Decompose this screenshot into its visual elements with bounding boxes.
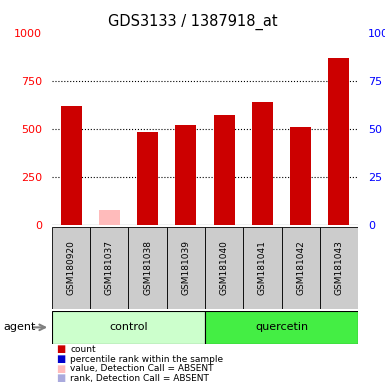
Bar — [243, 227, 281, 309]
Bar — [281, 227, 320, 309]
Bar — [52, 227, 90, 309]
Bar — [137, 132, 158, 225]
Bar — [175, 125, 196, 225]
Text: GSM181040: GSM181040 — [219, 240, 229, 295]
Text: GSM181037: GSM181037 — [105, 240, 114, 295]
Bar — [205, 311, 358, 344]
Text: GSM181041: GSM181041 — [258, 240, 267, 295]
Bar — [205, 227, 243, 309]
Text: GSM181042: GSM181042 — [296, 240, 305, 295]
Bar — [90, 227, 129, 309]
Text: GDS3133 / 1387918_at: GDS3133 / 1387918_at — [108, 13, 277, 30]
Bar — [52, 311, 205, 344]
Bar — [320, 227, 358, 309]
Text: GSM180920: GSM180920 — [67, 240, 75, 295]
Bar — [214, 115, 235, 225]
Bar — [167, 227, 205, 309]
Bar — [290, 127, 311, 225]
Text: GSM181038: GSM181038 — [143, 240, 152, 295]
Bar — [60, 106, 82, 225]
Text: quercetin: quercetin — [255, 322, 308, 333]
Text: ■: ■ — [56, 354, 65, 364]
Text: value, Detection Call = ABSENT: value, Detection Call = ABSENT — [70, 364, 214, 373]
Bar — [129, 227, 167, 309]
Text: rank, Detection Call = ABSENT: rank, Detection Call = ABSENT — [70, 374, 209, 383]
Bar — [252, 102, 273, 225]
Text: GSM181039: GSM181039 — [181, 240, 191, 295]
Text: control: control — [109, 322, 148, 333]
Bar — [99, 210, 120, 225]
Text: percentile rank within the sample: percentile rank within the sample — [70, 354, 224, 364]
Text: ■: ■ — [56, 344, 65, 354]
Bar — [328, 58, 350, 225]
Text: count: count — [70, 345, 96, 354]
Text: ■: ■ — [56, 373, 65, 383]
Text: GSM181043: GSM181043 — [335, 240, 343, 295]
Text: agent: agent — [4, 322, 36, 333]
Text: ■: ■ — [56, 364, 65, 374]
